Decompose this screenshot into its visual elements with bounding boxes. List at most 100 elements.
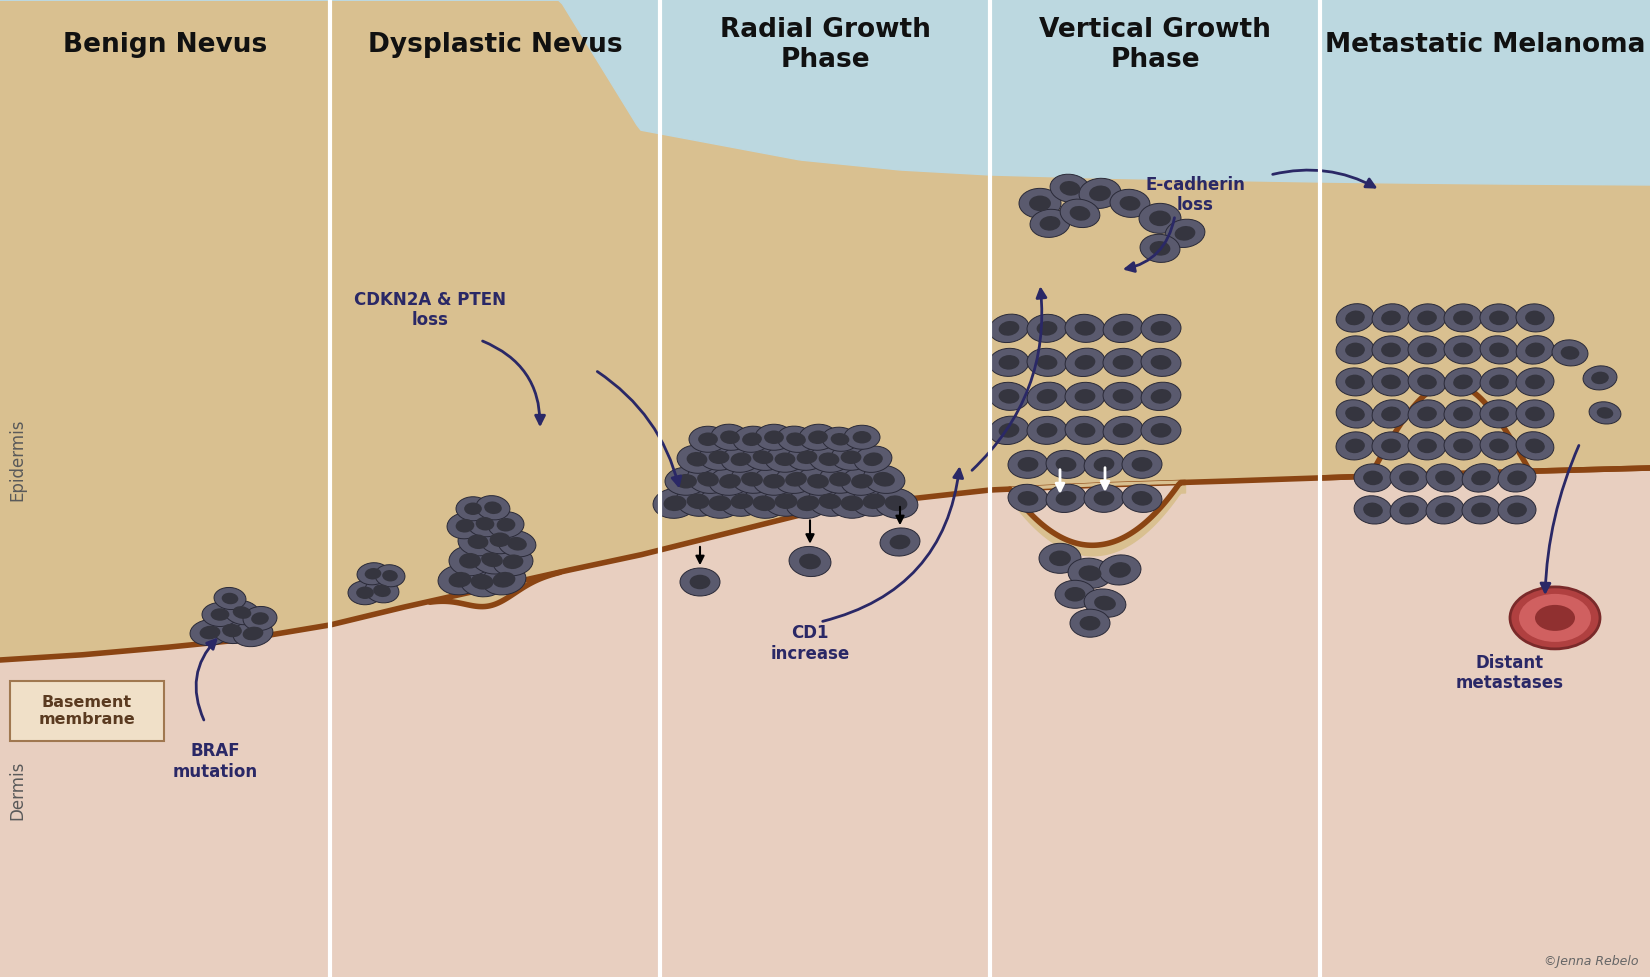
Ellipse shape xyxy=(828,472,851,487)
Ellipse shape xyxy=(1488,406,1508,421)
Ellipse shape xyxy=(1444,367,1482,396)
Ellipse shape xyxy=(764,431,784,444)
FancyArrowPatch shape xyxy=(196,640,216,720)
Ellipse shape xyxy=(884,495,908,511)
Ellipse shape xyxy=(700,445,739,470)
FancyArrowPatch shape xyxy=(482,341,544,424)
Ellipse shape xyxy=(1488,311,1508,325)
Ellipse shape xyxy=(472,545,513,574)
Ellipse shape xyxy=(356,586,375,599)
Ellipse shape xyxy=(1049,550,1071,566)
Ellipse shape xyxy=(1046,450,1086,479)
Ellipse shape xyxy=(1525,343,1544,358)
Ellipse shape xyxy=(789,546,832,576)
Ellipse shape xyxy=(475,517,495,531)
Ellipse shape xyxy=(686,493,710,509)
Ellipse shape xyxy=(1026,416,1068,445)
Ellipse shape xyxy=(1480,367,1518,396)
Ellipse shape xyxy=(1373,367,1411,396)
Ellipse shape xyxy=(213,617,251,644)
Ellipse shape xyxy=(507,537,526,551)
Ellipse shape xyxy=(1516,400,1554,428)
Ellipse shape xyxy=(497,518,515,531)
Ellipse shape xyxy=(889,534,911,549)
Ellipse shape xyxy=(1355,495,1393,524)
Ellipse shape xyxy=(1417,406,1437,421)
Ellipse shape xyxy=(776,465,817,493)
Ellipse shape xyxy=(797,450,817,464)
Ellipse shape xyxy=(1417,311,1437,325)
Ellipse shape xyxy=(988,349,1030,376)
Ellipse shape xyxy=(1454,311,1473,325)
Ellipse shape xyxy=(676,487,719,516)
Text: Radial Growth
Phase: Radial Growth Phase xyxy=(719,17,931,73)
Ellipse shape xyxy=(482,565,526,595)
Ellipse shape xyxy=(1399,471,1419,486)
Ellipse shape xyxy=(1506,471,1526,486)
Ellipse shape xyxy=(1407,304,1445,332)
FancyBboxPatch shape xyxy=(10,681,163,742)
Ellipse shape xyxy=(762,474,785,488)
Ellipse shape xyxy=(818,465,861,493)
Ellipse shape xyxy=(855,446,893,473)
Ellipse shape xyxy=(348,580,383,605)
Ellipse shape xyxy=(1373,400,1409,428)
Ellipse shape xyxy=(863,465,904,493)
Ellipse shape xyxy=(690,574,711,589)
Ellipse shape xyxy=(698,433,718,446)
Ellipse shape xyxy=(1336,368,1374,396)
Ellipse shape xyxy=(243,626,264,640)
Ellipse shape xyxy=(1122,450,1162,479)
Ellipse shape xyxy=(1089,186,1110,201)
Ellipse shape xyxy=(459,528,498,556)
Ellipse shape xyxy=(1054,580,1096,609)
Ellipse shape xyxy=(731,452,751,466)
Ellipse shape xyxy=(1516,304,1554,332)
Ellipse shape xyxy=(1079,178,1120,208)
Ellipse shape xyxy=(493,548,533,575)
Ellipse shape xyxy=(1381,311,1401,325)
Ellipse shape xyxy=(1472,502,1492,517)
Ellipse shape xyxy=(1079,566,1102,581)
Ellipse shape xyxy=(853,431,871,444)
Ellipse shape xyxy=(437,565,482,595)
Ellipse shape xyxy=(1345,343,1365,358)
Ellipse shape xyxy=(774,493,797,509)
Ellipse shape xyxy=(686,465,729,493)
Ellipse shape xyxy=(375,565,404,587)
Ellipse shape xyxy=(1150,355,1172,369)
Ellipse shape xyxy=(1490,374,1508,389)
Text: Dermis: Dermis xyxy=(8,760,26,820)
Ellipse shape xyxy=(752,495,775,511)
Ellipse shape xyxy=(1120,196,1140,211)
Ellipse shape xyxy=(1064,587,1086,602)
Ellipse shape xyxy=(711,424,749,450)
Ellipse shape xyxy=(1079,616,1101,630)
Ellipse shape xyxy=(493,572,515,587)
Text: ©Jenna Rebelo: ©Jenna Rebelo xyxy=(1543,955,1638,968)
Ellipse shape xyxy=(1094,457,1114,472)
FancyArrowPatch shape xyxy=(972,289,1046,470)
Text: CDKN2A & PTEN
loss: CDKN2A & PTEN loss xyxy=(355,290,507,329)
Ellipse shape xyxy=(1436,502,1455,517)
Ellipse shape xyxy=(1099,555,1140,585)
Ellipse shape xyxy=(663,495,686,511)
Ellipse shape xyxy=(190,619,229,646)
Ellipse shape xyxy=(842,467,883,495)
Text: Epidermis: Epidermis xyxy=(8,419,26,501)
Ellipse shape xyxy=(1407,367,1445,396)
Ellipse shape xyxy=(1049,174,1091,202)
Ellipse shape xyxy=(1520,594,1591,642)
Ellipse shape xyxy=(752,450,774,464)
FancyArrowPatch shape xyxy=(597,371,681,486)
Ellipse shape xyxy=(818,493,842,509)
Ellipse shape xyxy=(1534,605,1576,631)
Text: CD1
increase: CD1 increase xyxy=(771,624,850,663)
Ellipse shape xyxy=(1490,439,1508,453)
Ellipse shape xyxy=(1506,502,1526,517)
Ellipse shape xyxy=(1589,402,1620,424)
Ellipse shape xyxy=(1516,336,1554,364)
Ellipse shape xyxy=(988,315,1030,343)
Ellipse shape xyxy=(799,424,837,450)
Ellipse shape xyxy=(766,446,805,472)
